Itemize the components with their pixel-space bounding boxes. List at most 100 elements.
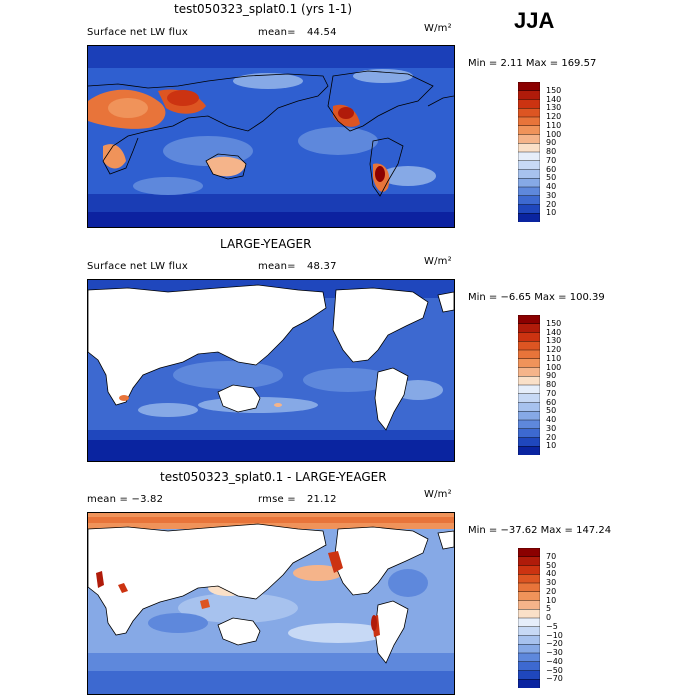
colorbar-tick-label: 150 <box>546 318 562 328</box>
colorbar-swatch <box>517 644 541 654</box>
colorbar-swatch <box>517 609 541 619</box>
colorbar-tick-label: 140 <box>546 327 562 337</box>
colorbar-swatch <box>517 332 541 342</box>
colorbar-tick-label: 130 <box>546 336 562 346</box>
panel-1-mean-label: mean= <box>258 27 296 38</box>
colorbar-tick-label: 50 <box>546 560 557 570</box>
colorbar-tick-label: 150 <box>546 85 562 95</box>
colorbar-swatch <box>517 151 541 162</box>
colorbar-tick-label: 0 <box>546 613 552 622</box>
colorbar-swatch <box>517 446 541 456</box>
colorbar-swatch <box>517 574 541 584</box>
panel-2-mean-label: mean= <box>258 261 296 272</box>
colorbar-swatch <box>517 143 541 153</box>
colorbar-tick-label: −40 <box>546 656 563 666</box>
panel-2-title: LARGE-YEAGER <box>220 237 312 251</box>
panel-3-units: W/m² <box>424 489 452 500</box>
colorbar-tick-label: 50 <box>546 406 557 416</box>
panel-1-minmax: Min = 2.11 Max = 169.57 <box>468 58 597 69</box>
colorbar-tick-label: −5 <box>546 621 558 631</box>
panel-1-map <box>87 45 455 228</box>
colorbar-swatch <box>517 661 541 672</box>
panel-1-colorbar-labels: 150 140 130 120 110 100 90 80 70 60 50 40 30 20 10 <box>546 82 586 222</box>
panel-3-colorbar <box>517 547 541 689</box>
colorbar-tick-label: 30 <box>546 190 557 200</box>
colorbar-swatch <box>517 565 541 575</box>
colorbar-tick-label: 120 <box>546 345 562 354</box>
colorbar-swatch <box>517 195 541 206</box>
colorbar-tick-label: −30 <box>546 648 563 657</box>
colorbar-tick-label: 100 <box>546 362 562 372</box>
colorbar-swatch <box>517 547 541 558</box>
colorbar-swatch <box>517 367 541 377</box>
panel-3-title: test050323_splat0.1 - LARGE-YEAGER <box>160 470 387 484</box>
colorbar-swatch <box>517 358 541 369</box>
colorbar-swatch <box>517 670 541 680</box>
colorbar-tick-label: −50 <box>546 665 563 675</box>
colorbar-swatch <box>517 125 541 136</box>
colorbar-tick-label: 20 <box>546 586 557 596</box>
colorbar-tick-label: 40 <box>546 569 557 579</box>
colorbar-tick-label: 30 <box>546 423 557 433</box>
colorbar-tick-label: −70 <box>546 674 563 684</box>
panel-3-rmse-label: rmse = <box>258 494 296 505</box>
colorbar-swatch <box>517 402 541 412</box>
colorbar-tick-label: 60 <box>546 397 557 407</box>
colorbar-swatch <box>517 393 541 404</box>
colorbar-swatch <box>517 626 541 637</box>
colorbar-swatch <box>517 419 541 430</box>
colorbar-tick-label: 10 <box>546 208 557 218</box>
panel-2-colorbar <box>517 314 541 456</box>
panel-3-minmax: Min = −37.62 Max = 147.24 <box>468 525 612 536</box>
colorbar-tick-label: 20 <box>546 199 557 209</box>
colorbar-swatch <box>517 341 541 351</box>
colorbar-swatch <box>517 134 541 144</box>
colorbar-tick-label: 40 <box>546 182 557 191</box>
colorbar-tick-label: 10 <box>546 595 557 605</box>
panel-2-mean-value: 48.37 <box>307 261 337 272</box>
colorbar-tick-label: 10 <box>546 441 557 451</box>
colorbar-swatch <box>517 169 541 179</box>
colorbar-swatch <box>517 582 541 593</box>
colorbar-tick-label: 40 <box>546 415 557 424</box>
panel-2-map <box>87 279 455 462</box>
colorbar-swatch <box>517 178 541 188</box>
panel-1-variable-label: Surface net LW flux <box>87 27 188 38</box>
panel-2-units: W/m² <box>424 256 452 267</box>
colorbar-swatch <box>517 437 541 447</box>
colorbar-swatch <box>517 600 541 610</box>
panel-3-colorbar-labels: 70 50 40 30 20 10 5 0 −5 −10 −20 −30 −40 −50 −70 <box>546 548 586 688</box>
colorbar-swatch <box>517 204 541 214</box>
colorbar-swatch <box>517 160 541 171</box>
colorbar-tick-label: 70 <box>546 551 557 561</box>
colorbar-tick-label: 130 <box>546 103 562 113</box>
colorbar-tick-label: 50 <box>546 173 557 183</box>
colorbar-tick-label: 90 <box>546 138 557 148</box>
panel-1-title: test050323_splat0.1 (yrs 1-1) <box>174 2 353 16</box>
colorbar-tick-label: 90 <box>546 371 557 381</box>
panel-3-map <box>87 512 455 695</box>
colorbar-swatch <box>517 213 541 223</box>
panel-2-colorbar-labels: 150 140 130 120 110 100 90 80 70 60 50 40 30 20 10 <box>546 315 586 455</box>
colorbar-swatch <box>517 314 541 325</box>
colorbar-swatch <box>517 186 541 197</box>
colorbar-tick-label: 5 <box>546 604 552 614</box>
colorbar-tick-label: 110 <box>546 353 562 363</box>
colorbar-tick-label: 80 <box>546 147 557 156</box>
colorbar-swatch <box>517 376 541 386</box>
colorbar-tick-label: −10 <box>546 630 563 640</box>
colorbar-tick-label: 110 <box>546 120 562 130</box>
colorbar-tick-label: 120 <box>546 112 562 121</box>
colorbar-swatch <box>517 99 541 109</box>
colorbar-swatch <box>517 617 541 628</box>
colorbar-swatch <box>517 652 541 663</box>
colorbar-swatch <box>517 679 541 689</box>
colorbar-swatch <box>517 81 541 92</box>
colorbar-swatch <box>517 411 541 421</box>
panel-1-mean-value: 44.54 <box>307 27 337 38</box>
colorbar-swatch <box>517 556 541 567</box>
colorbar-swatch <box>517 90 541 101</box>
colorbar-tick-label: 20 <box>546 432 557 442</box>
colorbar-swatch <box>517 635 541 645</box>
colorbar-swatch <box>517 349 541 360</box>
